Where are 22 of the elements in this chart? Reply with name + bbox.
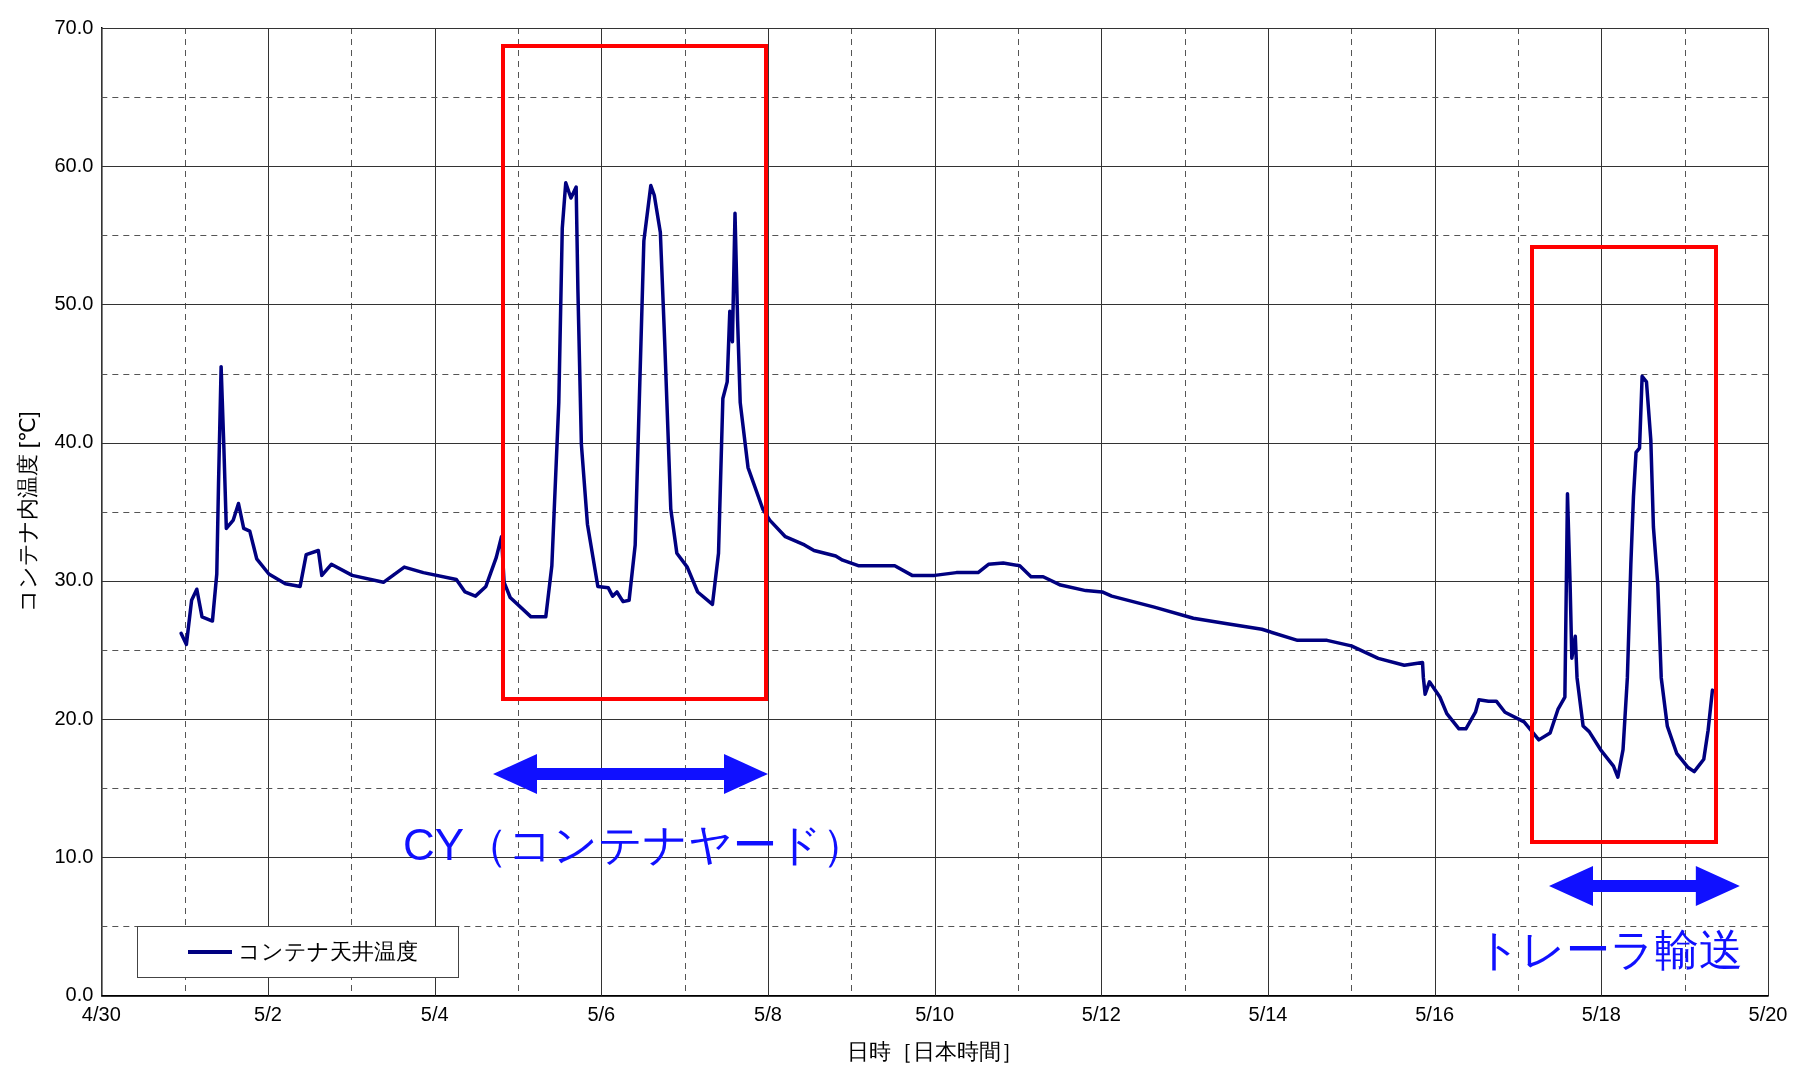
x-tick-label: 5/8 xyxy=(754,1003,782,1026)
y-tick-label: 60.0 xyxy=(54,153,94,176)
y-tick-label: 30.0 xyxy=(54,568,94,591)
y-tick-label: 40.0 xyxy=(54,430,94,453)
y-tick-label: 50.0 xyxy=(54,291,94,314)
y-tick-label: 20.0 xyxy=(54,706,94,729)
y-tick-label: 70.0 xyxy=(54,15,94,38)
x-tick-label: 5/2 xyxy=(254,1003,282,1026)
x-tick-label: 5/6 xyxy=(587,1003,616,1026)
x-axis-title: 日時［日本時間］ xyxy=(846,1038,1023,1064)
legend-label: コンテナ天井温度 xyxy=(238,937,419,966)
x-tick-label: 5/4 xyxy=(420,1003,449,1026)
x-tick-label: 5/18 xyxy=(1581,1003,1621,1026)
y-tick-label: 10.0 xyxy=(54,844,94,867)
x-tick-label: 5/10 xyxy=(915,1003,955,1026)
x-tick-label: 5/20 xyxy=(1748,1003,1788,1026)
y-tick-label: 0.0 xyxy=(65,983,94,1006)
x-tick-label: 5/16 xyxy=(1415,1003,1455,1026)
y-axis-title: コンテナ内温度 [℃] xyxy=(15,411,41,613)
x-tick-label: 5/14 xyxy=(1248,1003,1288,1026)
x-tick-label: 4/30 xyxy=(81,1003,121,1026)
x-tick-label: 5/12 xyxy=(1081,1003,1121,1026)
